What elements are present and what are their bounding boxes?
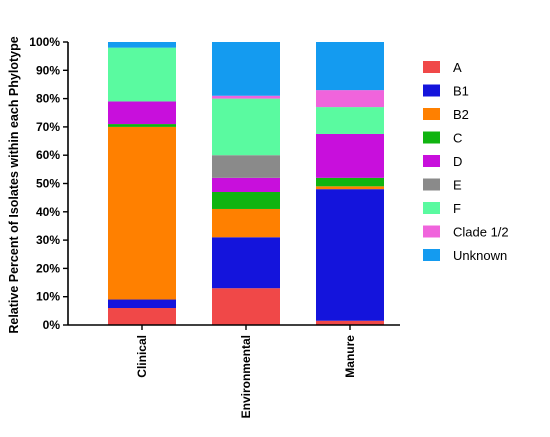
legend-swatch <box>423 61 440 73</box>
bar-segment-unknown-environmental <box>212 42 280 96</box>
legend-label: Clade 1/2 <box>453 225 509 240</box>
legend-swatch <box>423 178 440 191</box>
y-tick-label: 100% <box>29 35 60 49</box>
y-tick-label: 60% <box>36 148 60 162</box>
legend-label: D <box>453 154 462 169</box>
bar-segment-a-manure <box>316 320 384 325</box>
bar-segment-d-environmental <box>212 177 280 192</box>
legend-swatch <box>423 155 440 167</box>
bar-segment-b1-clinical <box>108 299 176 309</box>
legend-label: B1 <box>453 84 469 99</box>
x-category-label: Environmental <box>239 335 253 418</box>
x-axis-ticks: Clinical Environmental Manure <box>135 325 357 418</box>
y-tick-label: 80% <box>36 92 60 106</box>
y-tick-label: 90% <box>36 63 60 77</box>
x-category-label: Clinical <box>135 335 149 378</box>
y-tick-label: 40% <box>36 205 60 219</box>
bar-segment-b1-environmental <box>212 237 280 289</box>
bar-segment-unknown-manure <box>316 42 384 91</box>
legend-label: F <box>453 201 461 216</box>
bar-segment-d-manure <box>316 133 384 178</box>
y-tick-label: 10% <box>36 290 60 304</box>
bar-segment-f-clinical <box>108 47 176 102</box>
legend-swatch <box>423 131 440 144</box>
legend-label: A <box>453 60 462 75</box>
x-category-label: Manure <box>343 335 357 378</box>
y-tick-label: 0% <box>43 318 61 332</box>
bar-segment-clade-1-2-manure <box>316 90 384 108</box>
y-axis-ticks: 0% 10% 20% 30% 40% 50% 60% 70% 80% 90% 100% <box>29 35 68 332</box>
legend-label: E <box>453 178 462 193</box>
y-axis-title: Relative Percent of Isolates within each… <box>7 36 21 333</box>
legend-label: Unknown <box>453 248 507 263</box>
bar-segment-c-clinical <box>108 124 176 127</box>
bar-segment-c-environmental <box>212 191 280 209</box>
y-tick-label: 70% <box>36 120 60 134</box>
legend-label: C <box>453 131 462 146</box>
bar-segment-f-manure <box>316 107 384 134</box>
bar-segment-a-environmental <box>212 288 280 325</box>
y-tick-label: 20% <box>36 261 60 275</box>
legend-swatch <box>423 108 440 120</box>
y-tick-label: 30% <box>36 233 60 247</box>
y-tick-label: 50% <box>36 177 60 191</box>
bar-segment-clade-1-2-environmental <box>212 95 280 99</box>
bars <box>108 42 384 325</box>
legend-swatch <box>423 202 440 214</box>
bar-segment-b1-manure <box>316 189 384 321</box>
legend-swatch <box>423 225 440 238</box>
legend-swatch <box>423 84 440 97</box>
bar-segment-d-clinical <box>108 101 176 125</box>
bar-segment-b2-environmental <box>212 208 280 238</box>
bar-segment-unknown-clinical <box>108 42 176 48</box>
bar-segment-e-environmental <box>212 155 280 178</box>
legend-swatch <box>423 249 440 261</box>
bar-segment-a-clinical <box>108 308 176 325</box>
bar-segment-c-manure <box>316 177 384 187</box>
bar-segment-b2-manure <box>316 186 384 190</box>
legend-label: B2 <box>453 107 469 122</box>
bar-segment-b2-clinical <box>108 126 176 300</box>
bar-segment-f-environmental <box>212 98 280 156</box>
